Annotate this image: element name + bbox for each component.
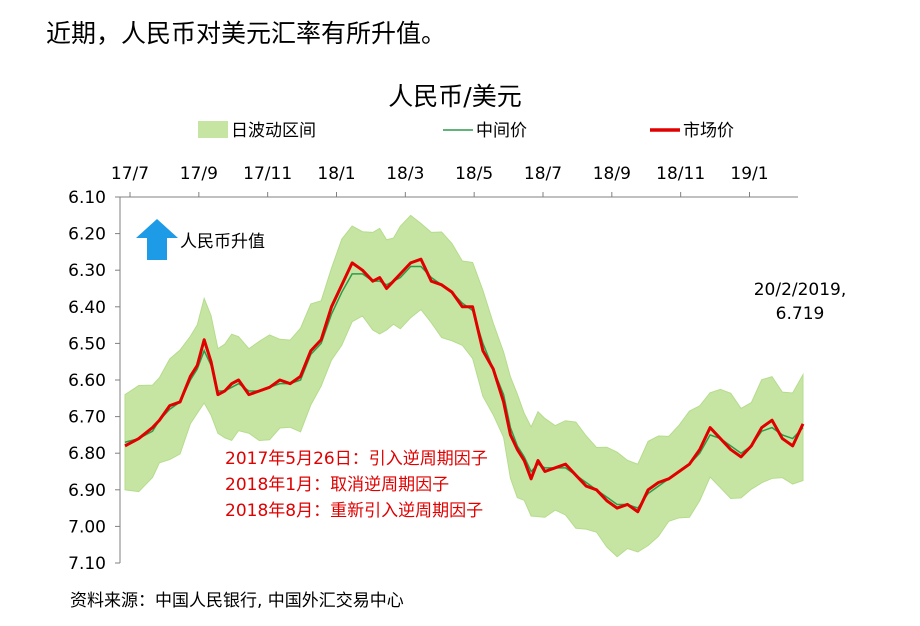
appreciation-arrow-icon [136,219,178,260]
appreciation-label: 人民币升值 [180,232,265,252]
legend-band-swatch [198,121,228,138]
y-tick-label: 7.10 [68,554,106,574]
y-tick-label: 6.80 [68,444,106,464]
policy-note: 2017年5月26日：引入逆周期因子 [225,449,488,469]
latest-rate: 6.719 [775,304,825,324]
x-tick-label: 19/1 [730,164,768,184]
x-tick-label: 18/3 [386,164,424,184]
policy-note: 2018年8月：重新引入逆周期因子 [225,501,484,521]
x-tick-label: 18/11 [656,164,705,184]
x-tick-label: 17/11 [243,164,292,184]
x-tick-label: 18/1 [317,164,355,184]
legend-market-label: 市场价 [683,121,734,141]
y-tick-label: 6.40 [68,298,106,318]
y-tick-label: 6.20 [68,225,106,245]
headline: 近期，人民币对美元汇率有所升值。 [46,19,447,48]
x-axis-ticks: 17/7 17/9 17/11 18/1 18/3 18/5 18/7 18/9 18/11 19… [111,164,769,197]
y-tick-label: 6.90 [68,481,106,501]
y-tick-label: 6.70 [68,408,106,428]
y-axis-ticks: 6.10 6.20 6.30 6.40 6.50 6.60 6.70 6.80 6.90 7.00… [68,188,120,574]
legend-band-label: 日波动区间 [231,121,316,141]
market-price-line [124,257,805,514]
x-tick-label: 18/7 [524,164,562,184]
chart-title: 人民币/美元 [388,82,521,111]
source-note: 资料来源：中国人民银行, 中国外汇交易中心 [70,591,404,611]
latest-date: 20/2/2019, [753,280,847,300]
latest-value-annotation: 20/2/2019, 6.719 [740,278,860,326]
x-tick-label: 17/9 [180,164,218,184]
y-tick-label: 6.60 [68,371,106,391]
market-price-series [124,257,805,514]
y-tick-label: 6.10 [68,188,106,208]
legend-mid-label: 中间价 [476,121,527,141]
x-tick-label: 18/9 [593,164,631,184]
x-tick-label: 18/5 [455,164,493,184]
daily-range-band [124,214,804,558]
y-tick-label: 6.50 [68,334,106,354]
y-tick-label: 6.30 [68,261,106,281]
policy-notes: 2017年5月26日：引入逆周期因子 2018年1月：取消逆周期因子 2018年… [225,446,488,524]
x-tick-label: 17/7 [111,164,149,184]
y-tick-label: 7.00 [68,517,106,537]
policy-note: 2018年1月：取消逆周期因子 [225,475,450,495]
band-area [124,214,804,558]
